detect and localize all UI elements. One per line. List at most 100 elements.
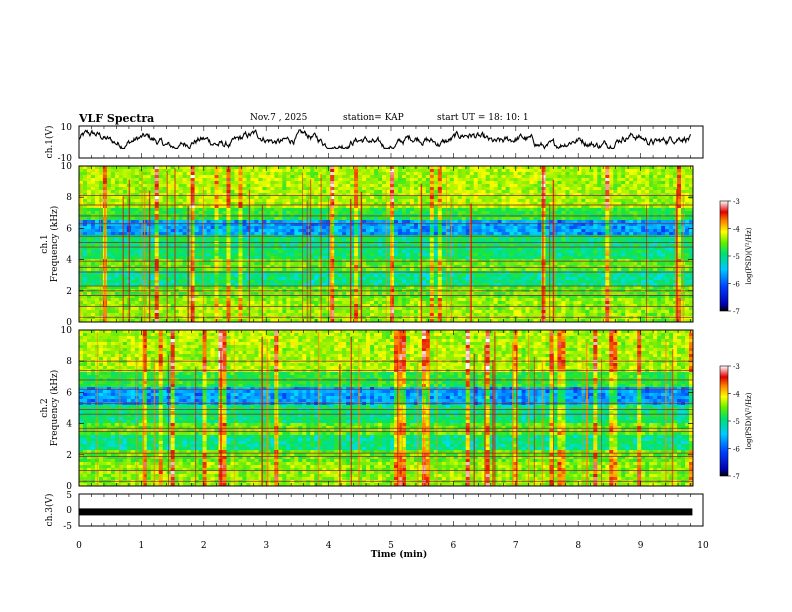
spectrogram-cell [617,253,622,257]
spectrogram-cell [537,253,542,257]
spectrogram-cell [409,205,415,209]
spectrogram-cell [469,178,475,182]
spectrogram-cell [673,178,678,182]
spectrogram-cell [214,184,219,188]
spectrogram-cell [230,226,235,230]
spectrogram-cell [374,217,379,221]
spectrogram-cell [529,178,534,182]
spectrogram-cell [493,232,498,236]
spectrogram-cell [122,175,128,179]
spectrogram-cell [346,211,351,215]
spectrogram-cell [278,208,283,212]
spectrogram-cell [545,226,550,230]
spectrogram-cell [374,223,379,227]
spectrogram-cell [505,169,510,173]
spectrogram-cell [561,220,566,224]
spectrogram-cell [437,253,443,257]
spectrogram-cell [242,244,247,248]
spectrogram-cell [246,172,251,176]
spectrogram-cell [673,193,678,197]
spectrogram-cell [553,223,558,227]
spectrogram-cell [122,208,128,212]
spectrogram-cell [465,178,471,182]
spectrogram-cell [389,190,395,194]
spectrogram-cell [326,196,331,200]
spectrogram-cell [378,190,383,194]
spectrogram-cell [429,217,435,221]
spectrogram-cell [386,226,391,230]
spectrogram-cell [529,187,534,191]
spectrogram-cell [409,208,415,212]
spectrogram-cell [198,193,203,197]
spectrogram-cell [82,175,88,179]
spectrogram-cell [386,238,391,242]
spectrogram-cell [210,211,215,215]
spectrogram-cell [573,184,578,188]
spectrogram-cell [378,256,383,260]
spectrogram-cell [433,250,439,254]
spectrogram-cell [274,211,279,215]
spectrogram-cell [673,196,678,200]
spectrogram-cell [82,223,88,227]
spectrogram-cell [653,226,658,230]
spectrogram-cell [425,172,431,176]
spectrogram-cell [362,232,367,236]
spectrogram-cell [282,190,287,194]
spectrogram-cell [685,256,690,260]
spectrogram-cell [593,250,598,254]
spectrogram-cell [657,217,662,221]
spectrogram-cell [545,223,550,227]
spectrogram-cell [405,166,411,170]
spectrogram-cell [657,232,662,236]
spectrogram-cell [585,220,590,224]
spectrogram-cell [150,187,156,191]
spectrogram-cell [665,184,670,188]
spectrogram-cell [565,256,570,260]
spectrogram-cell [525,166,530,170]
spectrogram-cell [645,256,650,260]
spectrogram-cell [529,202,534,206]
spectrogram-cell [565,238,570,242]
spectrogram-cell [350,187,355,191]
spectrogram-cell [457,193,463,197]
spectrogram-cell [445,166,451,170]
spectrogram-cell [98,193,104,197]
spectrogram-cell [318,178,323,182]
spectrogram-cell [393,226,399,230]
spectrogram-cell [354,202,359,206]
spectrogram-cell [150,220,156,224]
spectrogram-cell [533,166,538,170]
spectrogram-cell [186,181,191,185]
spectrogram-cell [421,175,427,179]
spectrogram-cell [437,187,443,191]
spectrogram-cell [282,253,287,257]
spectrogram-cell [366,166,371,170]
spectrogram-cell [637,187,642,191]
spectrogram-cell [521,253,526,257]
spectrogram-cell [481,193,486,197]
spectrogram-cell [557,175,562,179]
spectrogram-cell [617,172,622,176]
spectrogram-cell [174,205,179,209]
spectrogram-cell [585,253,590,257]
spectrogram-cell [250,223,255,227]
spectrogram-cell [417,208,423,212]
spectrogram-cell [493,253,498,257]
spectrogram-cell [370,199,375,203]
spectrogram-cell [370,238,375,242]
spectrogram-cell [501,175,506,179]
spectrogram-cell [445,187,451,191]
spectrogram-cell [669,190,674,194]
spectrogram-cell [166,205,171,209]
spectrogram-cell [198,172,203,176]
spectrogram-cell [382,256,387,260]
spectrogram-cell [393,190,399,194]
spectrogram-cell [166,187,171,191]
spectrogram-cell [354,205,359,209]
spectrogram-cell [617,196,622,200]
spectrogram-cell [138,223,144,227]
spectrogram-cell [178,208,183,212]
spectrogram-cell [453,256,459,260]
spectrogram-cell [585,172,590,176]
spectrogram-cell [401,193,407,197]
